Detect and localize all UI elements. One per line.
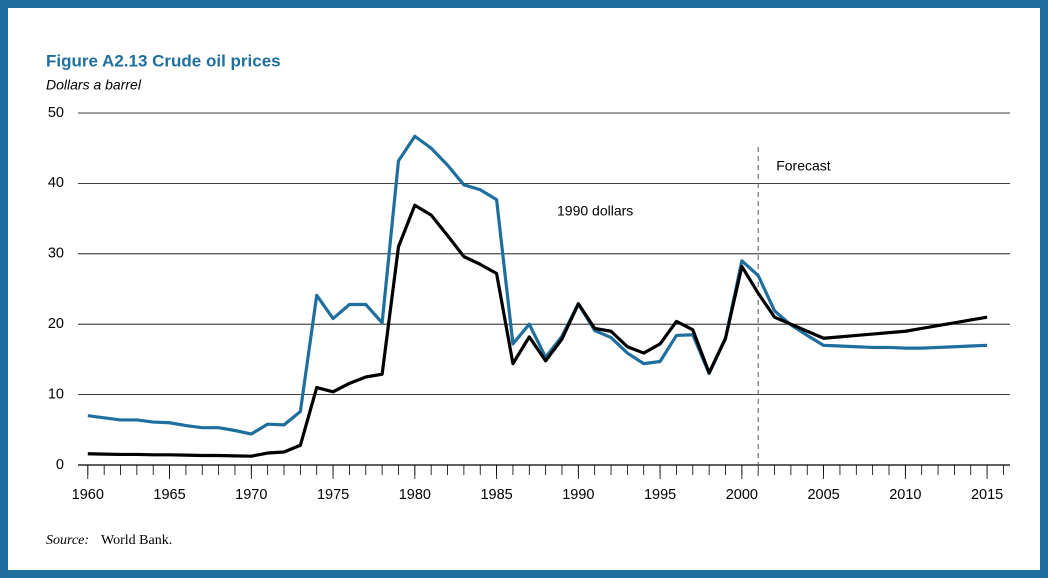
x-tick-label: 1975	[317, 487, 349, 503]
series-label: 1990 dollars	[557, 203, 633, 219]
x-tick-label: 2005	[807, 487, 839, 503]
y-tick-label: 0	[56, 457, 64, 473]
y-tick-label: 30	[48, 246, 64, 262]
y-axis-label: Dollars a barrel	[46, 77, 142, 93]
source-label: Source:	[46, 533, 89, 548]
series-line	[87, 134, 988, 436]
y-tick-label: 20	[48, 316, 64, 332]
source: World Bank.	[101, 533, 172, 548]
chart-title: Figure A2.13 Crude oil prices	[46, 51, 281, 70]
x-tick-label: 1990	[562, 487, 594, 503]
y-tick-label: 10	[48, 386, 64, 402]
x-tick-label: 1995	[644, 487, 676, 503]
y-tick-label: 50	[48, 105, 64, 121]
x-tick-label: 2000	[726, 487, 758, 503]
series-line	[87, 203, 988, 458]
y-tick-label: 40	[48, 175, 64, 191]
x-tick-label: 1985	[480, 487, 512, 503]
x-tick-label: 1970	[235, 487, 267, 503]
x-tick-label: 1960	[72, 487, 104, 503]
x-tick-label: 2015	[971, 487, 1003, 503]
annotation: Forecast	[776, 158, 831, 174]
x-tick-label: 2010	[889, 487, 921, 503]
x-tick-label: 1980	[399, 487, 431, 503]
x-tick-label: 1965	[153, 487, 185, 503]
